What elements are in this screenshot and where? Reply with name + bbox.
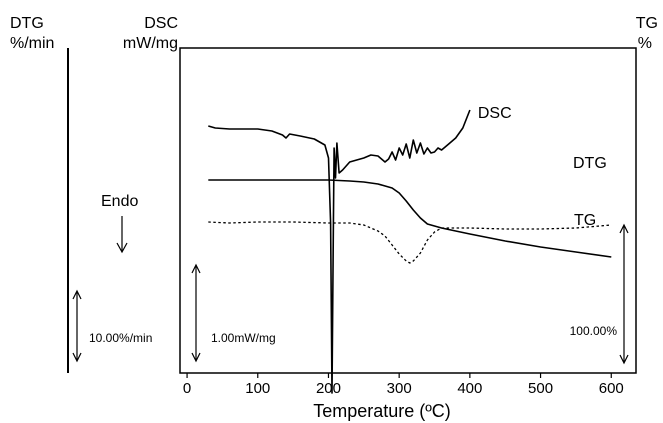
dsc-scale-bar-head-bottom bbox=[191, 352, 201, 363]
series-line-dtg bbox=[208, 221, 612, 264]
x-tick-label-500: 500 bbox=[528, 380, 553, 397]
series-line-dsc bbox=[208, 109, 471, 394]
series-group bbox=[208, 109, 612, 394]
dtg-scale-label: 10.00%/min bbox=[89, 331, 152, 345]
series-label-dsc: DSC bbox=[478, 105, 512, 122]
series-label-tg: TG bbox=[574, 212, 596, 229]
dsc-axis-name: DSC bbox=[144, 15, 178, 32]
x-axis-title: Temperature (ºC) bbox=[313, 401, 451, 421]
tg-scale-label: 100.00% bbox=[570, 324, 618, 338]
tg-scale-bar-head-bottom bbox=[619, 354, 629, 365]
x-tick-label-200: 200 bbox=[316, 380, 341, 397]
dtg-axis-unit: %/min bbox=[10, 35, 54, 52]
dtg-scale-bar-head-top bbox=[72, 289, 82, 300]
dsc-axis-unit: mW/mg bbox=[123, 35, 178, 52]
series-line-tg bbox=[208, 179, 612, 258]
x-tick-label-400: 400 bbox=[457, 380, 482, 397]
x-tick-label-300: 300 bbox=[387, 380, 412, 397]
endo-arrow-head bbox=[116, 242, 128, 254]
x-axis-ticks: 0 100 200 300 400 500 600 bbox=[183, 373, 624, 397]
plot-frame bbox=[179, 47, 637, 374]
tg-scale-bar-head-top bbox=[619, 223, 629, 234]
x-tick-label-600: 600 bbox=[599, 380, 624, 397]
x-tick-label-0: 0 bbox=[183, 380, 191, 397]
series-labels: DSC TG DTG bbox=[478, 105, 607, 229]
tg-axis-unit: % bbox=[638, 35, 652, 52]
dsc-scale-bar-head-top bbox=[191, 263, 201, 274]
endo-label: Endo bbox=[101, 193, 138, 210]
dsc-scale-label: 1.00mW/mg bbox=[211, 331, 276, 345]
tg-axis-name: TG bbox=[636, 15, 658, 32]
dtg-axis-name: DTG bbox=[10, 15, 44, 32]
x-tick-label-100: 100 bbox=[245, 380, 270, 397]
dtg-scale-bar-head-bottom bbox=[72, 352, 82, 363]
series-label-dtg: DTG bbox=[573, 155, 607, 172]
